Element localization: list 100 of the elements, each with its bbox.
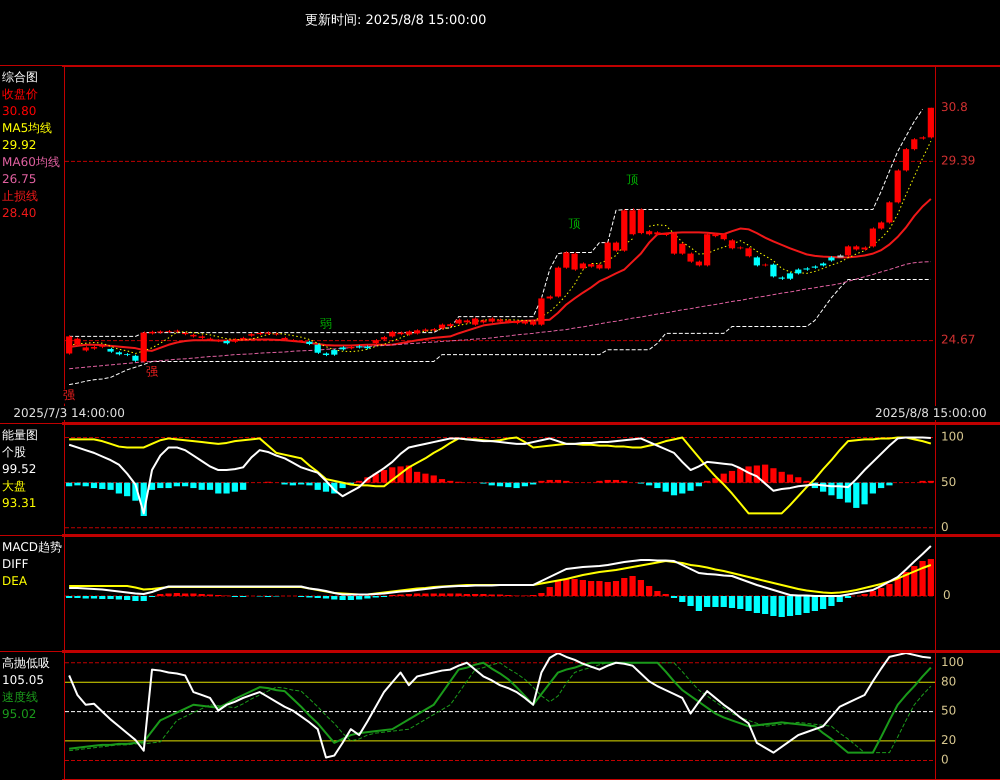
bar: [522, 482, 528, 486]
bar: [646, 586, 652, 596]
candlestick: [870, 226, 876, 248]
series-label: 高抛低吸: [2, 655, 51, 672]
x-tick-label: 2025/8/8 15:00:00: [873, 406, 989, 420]
text: 顶: [568, 216, 581, 231]
y-tick-label: 30.8: [941, 100, 968, 114]
bar: [638, 580, 644, 596]
bar: [438, 479, 446, 483]
bar: [762, 596, 768, 614]
y-tick-label: 0: [941, 752, 949, 767]
bar: [646, 482, 652, 486]
bar: [339, 596, 346, 600]
bar: [414, 472, 420, 483]
bar: [886, 584, 893, 596]
y-tick-label: 100: [941, 654, 964, 669]
candlestick: [670, 232, 678, 256]
text: 28.40: [2, 205, 38, 222]
bar: [554, 581, 562, 596]
text: 29.92: [2, 137, 38, 154]
bar: [198, 482, 205, 490]
bar: [554, 480, 562, 483]
bar: [90, 482, 98, 488]
y-tick-label: 0: [941, 520, 949, 534]
bar: [778, 596, 785, 617]
bar: [232, 482, 238, 492]
bar: [629, 576, 636, 596]
data-label: 强: [146, 364, 158, 379]
candlestick: [902, 148, 910, 172]
bar: [795, 596, 802, 615]
y-tick-label: 100: [941, 430, 964, 444]
bar: [886, 482, 893, 486]
bar: [348, 596, 354, 600]
bar: [588, 581, 594, 596]
bar: [770, 468, 777, 483]
data-label: 强: [63, 388, 76, 402]
candlestick: [629, 208, 636, 236]
text: 99.52: [2, 461, 38, 478]
bar: [563, 579, 570, 596]
bar: [132, 596, 139, 601]
bar: [99, 596, 106, 599]
bar: [165, 482, 172, 488]
line-series: [68, 278, 932, 386]
bar: [720, 474, 727, 483]
bar: [878, 588, 884, 596]
bar: [737, 596, 744, 609]
text: 收盘价: [2, 86, 39, 103]
bar: [604, 582, 611, 596]
bar: [803, 596, 810, 613]
bar: [728, 470, 736, 483]
bar: [696, 482, 702, 486]
bar: [240, 482, 246, 490]
bar: [546, 480, 553, 483]
bar: [116, 596, 122, 600]
bar: [190, 482, 197, 488]
candlestick: [886, 200, 893, 224]
bar: [861, 482, 868, 504]
x-tick-label: 2025/7/3 14:00:00: [11, 406, 127, 420]
bar: [107, 596, 114, 599]
bar: [911, 566, 918, 596]
text: 个股: [2, 444, 27, 461]
bar: [306, 482, 313, 486]
candlestick: [612, 240, 620, 252]
bar: [215, 482, 222, 494]
bar: [488, 482, 495, 486]
bar: [430, 475, 437, 483]
bar: [612, 480, 620, 483]
text: 止损线: [2, 188, 39, 205]
text: DIFF: [2, 556, 30, 573]
candlestick: [754, 256, 760, 268]
chart-title: 综合图: [2, 69, 39, 86]
bar: [74, 482, 81, 486]
bar: [894, 578, 901, 596]
bar: [140, 596, 147, 601]
bar: [66, 482, 72, 486]
bar: [223, 482, 230, 494]
bar: [314, 482, 321, 490]
bar: [505, 482, 512, 488]
bar: [380, 470, 388, 483]
bar: [737, 468, 744, 483]
text: 26.75: [2, 171, 38, 188]
bar: [546, 587, 553, 596]
text: 弱: [320, 316, 332, 330]
chart-subtitle: 更新时间: 2025/8/8 15:00:00: [305, 12, 486, 29]
bar: [604, 480, 611, 483]
bar: [687, 596, 694, 606]
bar: [786, 474, 794, 483]
y-tick-label: 50: [941, 704, 956, 718]
bar: [662, 482, 669, 492]
bar: [696, 596, 702, 611]
y-tick-label: 20: [941, 733, 956, 748]
bar: [720, 596, 727, 607]
y-tick-label: 50: [941, 474, 956, 489]
bar: [182, 482, 188, 486]
y-tick-label: 29.39: [941, 153, 976, 168]
bar: [778, 472, 785, 483]
bar: [99, 482, 106, 489]
bar: [786, 596, 794, 616]
bar: [571, 579, 578, 596]
bar: [754, 596, 760, 613]
